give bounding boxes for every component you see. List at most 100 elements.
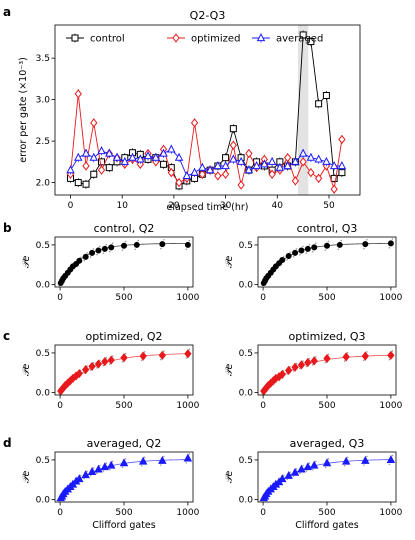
data-point bbox=[285, 365, 293, 376]
x-tick-label: 0 bbox=[57, 293, 63, 303]
data-point-optimized bbox=[74, 89, 82, 99]
raw-sample bbox=[391, 350, 394, 352]
y-tick-label: 0.5 bbox=[239, 456, 253, 466]
data-point-averaged bbox=[205, 165, 215, 174]
raw-sample bbox=[83, 477, 85, 480]
data-point bbox=[387, 240, 394, 247]
data-point bbox=[284, 470, 293, 479]
data-point bbox=[139, 351, 147, 361]
data-point-averaged bbox=[252, 161, 261, 170]
raw-sample bbox=[160, 464, 162, 466]
raw-sample bbox=[324, 361, 327, 364]
data-point bbox=[303, 462, 313, 471]
raw-sample bbox=[282, 474, 285, 477]
data-point bbox=[291, 362, 299, 372]
y-tick-label: 3.5 bbox=[36, 54, 50, 64]
y-tick-label: 0.5 bbox=[239, 349, 253, 359]
data-point bbox=[279, 257, 286, 264]
raw-sample bbox=[99, 464, 101, 467]
raw-sample bbox=[314, 460, 317, 463]
data-point-averaged bbox=[120, 156, 130, 165]
data-point-averaged bbox=[151, 152, 161, 161]
data-point-averaged bbox=[66, 165, 75, 174]
data-point bbox=[120, 353, 128, 363]
legend-marker-averaged bbox=[256, 33, 266, 42]
raw-sample bbox=[111, 355, 114, 357]
raw-sample bbox=[289, 471, 291, 474]
data-point-optimized bbox=[82, 161, 90, 171]
raw-sample bbox=[160, 247, 162, 250]
x-tick-label: 1000 bbox=[176, 508, 199, 518]
raw-sample bbox=[327, 458, 330, 460]
x-tick-label: 30 bbox=[220, 201, 232, 211]
raw-sample bbox=[305, 470, 308, 472]
raw-sample bbox=[299, 367, 301, 370]
data-point bbox=[323, 353, 331, 364]
raw-sample bbox=[83, 259, 85, 262]
raw-sample bbox=[314, 356, 317, 358]
raw-sample bbox=[185, 357, 188, 359]
data-point-optimized bbox=[330, 184, 338, 194]
chart-title: Q2-Q3 bbox=[190, 9, 226, 22]
x-tick-label: 1000 bbox=[379, 508, 402, 518]
raw-sample bbox=[96, 367, 98, 369]
x-tick-label: 1000 bbox=[176, 401, 199, 411]
x-tick-label: 0 bbox=[260, 293, 266, 303]
y-axis-label: 𝒫e bbox=[21, 256, 32, 269]
legend-marker-optimized bbox=[172, 33, 180, 43]
raw-sample bbox=[96, 253, 98, 256]
data-point-averaged bbox=[236, 156, 246, 165]
data-point-optimized bbox=[214, 171, 222, 181]
raw-sample bbox=[105, 462, 108, 464]
chart-title: optimized, Q2 bbox=[85, 330, 162, 343]
y-axis-label: 𝒫e bbox=[224, 471, 235, 484]
y-tick-label: 0.0 bbox=[239, 281, 254, 291]
raw-sample bbox=[92, 361, 95, 364]
data-point bbox=[342, 352, 350, 362]
panel-label-a: a bbox=[3, 5, 11, 19]
raw-sample bbox=[308, 243, 311, 246]
legend-label-control: control bbox=[90, 34, 125, 45]
raw-sample bbox=[89, 474, 92, 477]
raw-sample bbox=[89, 256, 92, 258]
raw-sample bbox=[124, 458, 127, 460]
raw-sample bbox=[111, 460, 114, 463]
y-tick-label: 0.0 bbox=[36, 496, 51, 506]
data-point bbox=[133, 241, 140, 248]
raw-sample bbox=[108, 468, 111, 471]
y-tick-label: 0.5 bbox=[239, 241, 253, 251]
data-point-control bbox=[82, 180, 90, 188]
raw-sample bbox=[92, 467, 95, 469]
x-tick-label: 0 bbox=[260, 401, 266, 411]
data-point-optimized bbox=[338, 134, 346, 145]
raw-sample bbox=[188, 348, 191, 351]
raw-sample bbox=[102, 364, 105, 367]
data-point-averaged bbox=[74, 152, 83, 161]
raw-sample bbox=[185, 248, 188, 251]
raw-sample bbox=[89, 369, 92, 371]
raw-sample bbox=[363, 247, 365, 250]
data-point bbox=[310, 356, 318, 366]
data-point-averaged bbox=[337, 161, 347, 170]
data-point bbox=[158, 350, 166, 360]
y-axis-label: 𝒫e bbox=[224, 364, 235, 377]
raw-sample bbox=[188, 453, 191, 455]
data-point-averaged bbox=[112, 152, 122, 161]
raw-sample bbox=[140, 359, 143, 362]
raw-sample bbox=[363, 464, 365, 466]
data-point bbox=[361, 351, 369, 361]
x-tick-label: 500 bbox=[115, 508, 132, 518]
raw-sample bbox=[86, 252, 88, 254]
y-tick-label: 0.0 bbox=[239, 389, 254, 399]
x-axis-label: Clifford gates bbox=[295, 520, 358, 531]
x-tick-label: 20 bbox=[168, 201, 180, 211]
data-point bbox=[158, 455, 167, 464]
raw-sample bbox=[346, 456, 349, 459]
axes-frame bbox=[54, 344, 194, 396]
y-tick-label: 0.5 bbox=[36, 456, 50, 466]
data-point bbox=[88, 361, 96, 372]
data-point-control bbox=[322, 91, 330, 99]
data-point bbox=[75, 368, 83, 379]
data-point bbox=[322, 458, 332, 467]
raw-sample bbox=[343, 465, 346, 467]
